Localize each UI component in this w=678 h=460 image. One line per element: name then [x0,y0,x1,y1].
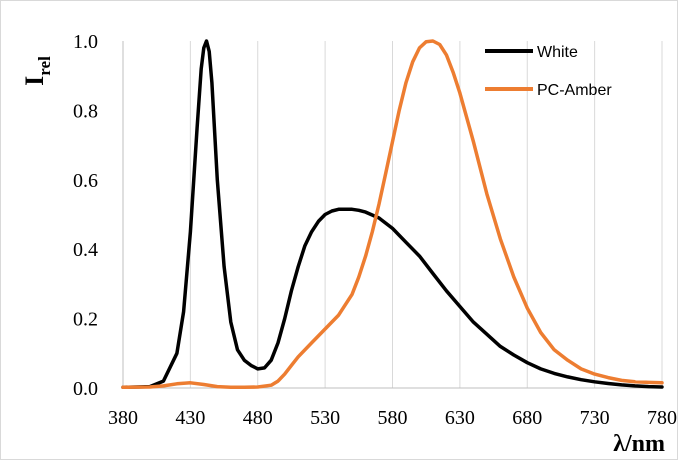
y-tick-label: 0.2 [73,309,98,331]
x-tick-label: 380 [108,407,138,429]
y-tick-label: 0.8 [73,100,98,122]
y-tick-label: 0.6 [73,170,98,192]
grid-layer [122,41,663,389]
x-axis-title: λ/nm [613,431,665,457]
x-tick-label: 430 [175,407,205,429]
x-tick-label: 530 [310,407,340,429]
x-tick-label: 730 [580,407,610,429]
x-tick-label: 630 [445,407,475,429]
x-tick-label: 680 [512,407,542,429]
x-tick-label: 580 [378,407,408,429]
legend-label: PC-Amber [537,82,612,99]
legend-label: White [537,44,578,61]
y-axis-title: Irel [20,56,54,86]
series-line-pc-amber [121,39,664,390]
x-tick-label: 480 [243,407,273,429]
x-tick-label: 780 [647,407,677,429]
x-tick-labels: 380 430 480 530 580 630 680 730 780 [108,407,677,429]
legend: White PC-Amber [485,44,612,99]
y-tick-label: 1.0 [73,31,98,53]
series-layer [121,39,664,390]
y-tick-label: 0.0 [73,378,98,400]
series-line-white [121,39,664,390]
y-axis-title-main: I [20,76,49,86]
y-tick-label: 0.4 [73,239,98,261]
y-tick-labels: 0.0 0.2 0.4 0.6 0.8 1.0 [73,31,98,400]
y-axis-title-subscript: rel [35,56,54,76]
